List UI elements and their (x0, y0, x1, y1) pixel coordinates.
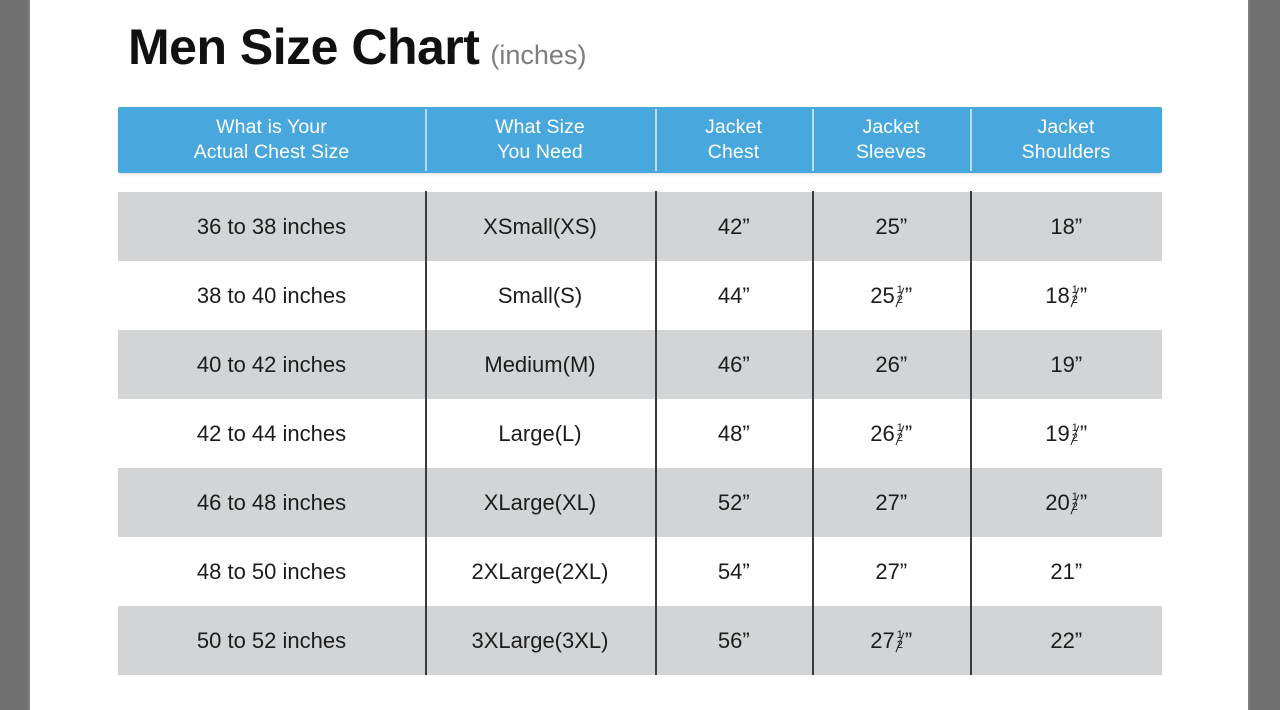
column-header-line-2: You Need (497, 141, 583, 163)
column-header-line-1: What Size (495, 116, 585, 139)
page-title-main: Men Size Chart (128, 19, 480, 75)
cell-jacket-shoulders: 19” (970, 329, 1162, 400)
column-header-line-2: Shoulders (1021, 141, 1111, 163)
table-row: 48 to 50 inches 2XLarge(2XL) 54” 27” 21” (118, 536, 1162, 607)
size-chart-slide: Men Size Chart (inches) What is Your Act… (32, 0, 1248, 710)
cell-size-you-need: 2XLarge(2XL) (425, 536, 655, 607)
cell-jacket-shoulders: 18” (970, 191, 1162, 262)
cell-jacket-sleeves: 25 1 2” (812, 260, 970, 331)
cell-actual-chest-size: 48 to 50 inches (196, 558, 347, 584)
column-header-line-2: Actual Chest Size (193, 141, 350, 163)
cell-jacket-shoulders: 20 1 2” (970, 467, 1162, 538)
cell-jacket-sleeves: 26” (812, 329, 970, 400)
column-header-actual-chest-size: What is Your Actual Chest Size (118, 107, 425, 173)
table-row: 38 to 40 inches Small(S) 44” 25 1 2” 18 1 2” (118, 260, 1162, 331)
cell-size-you-need: Medium(M) (425, 329, 655, 400)
cell-jacket-shoulders: 21” (970, 536, 1162, 607)
cell-jacket-chest: 56” (655, 605, 812, 675)
cell-jacket-chest: 54” (655, 536, 812, 607)
cell-jacket-chest: 48” (655, 398, 812, 469)
column-header-line-2: Sleeves (855, 141, 927, 163)
cell-jacket-sleeves: 25” (812, 191, 970, 262)
table-row: 36 to 38 inches XSmall(XS) 42” 25” 18” (118, 191, 1162, 262)
column-header-line-1: Jacket (862, 116, 920, 139)
cell-size-you-need: XLarge(XL) (425, 467, 655, 538)
cell-actual-chest-size: 40 to 42 inches (196, 351, 347, 377)
cell-size-you-need: XSmall(XS) (425, 191, 655, 262)
table-header-row: What is Your Actual Chest Size What Size… (118, 107, 1162, 173)
column-header-jacket-shoulders: Jacket Shoulders (970, 107, 1162, 173)
table-row: 42 to 44 inches Large(L) 48” 26 1 2” 19 1 2” (118, 398, 1162, 469)
column-header-line-2: Chest (707, 141, 760, 163)
cell-jacket-chest: 52” (655, 467, 812, 538)
cell-jacket-shoulders: 18 1 2” (970, 260, 1162, 331)
cell-actual-chest-size: 42 to 44 inches (196, 420, 347, 446)
column-header-line-1: What is Your (216, 116, 327, 139)
cell-jacket-sleeves: 27 1 2” (812, 605, 970, 675)
table-row: 46 to 48 inches XLarge(XL) 52” 27” 20 1 2” (118, 467, 1162, 538)
letterbox-bar-right (1248, 0, 1280, 710)
cell-size-you-need: Small(S) (425, 260, 655, 331)
column-header-line-1: Jacket (705, 116, 762, 139)
table-row: 40 to 42 inches Medium(M) 46” 26” 19” (118, 329, 1162, 400)
cell-actual-chest-size: 50 to 52 inches (196, 627, 347, 653)
cell-jacket-shoulders: 22” (970, 605, 1162, 675)
cell-jacket-chest: 44” (655, 260, 812, 331)
size-chart-table: What is Your Actual Chest Size What Size… (118, 107, 1162, 675)
column-header-line-1: Jacket (1037, 116, 1095, 139)
cell-actual-chest-size: 46 to 48 inches (196, 489, 347, 515)
cell-actual-chest-size: 36 to 38 inches (196, 213, 347, 239)
header-body-gap (118, 173, 1162, 192)
letterbox-bar-left (0, 0, 30, 710)
cell-jacket-chest: 46” (655, 329, 812, 400)
cell-jacket-sleeves: 27” (812, 536, 970, 607)
cell-size-you-need: Large(L) (425, 398, 655, 469)
table-row: 50 to 52 inches 3XLarge(3XL) 56” 27 1 2” 22” (118, 605, 1162, 675)
page-title: Men Size Chart (inches) (128, 22, 586, 72)
cell-jacket-chest: 42” (655, 191, 812, 262)
page-title-units: (inches) (490, 40, 587, 70)
cell-jacket-sleeves: 26 1 2” (812, 398, 970, 469)
cell-jacket-shoulders: 19 1 2” (970, 398, 1162, 469)
cell-actual-chest-size: 38 to 40 inches (196, 282, 347, 308)
column-header-jacket-chest: Jacket Chest (655, 107, 812, 173)
column-header-size-you-need: What Size You Need (425, 107, 655, 173)
column-header-jacket-sleeves: Jacket Sleeves (812, 107, 970, 173)
cell-jacket-sleeves: 27” (812, 467, 970, 538)
cell-size-you-need: 3XLarge(3XL) (425, 605, 655, 675)
table-body: 36 to 38 inches XSmall(XS) 42” 25” 18” 38 to … (118, 191, 1162, 675)
